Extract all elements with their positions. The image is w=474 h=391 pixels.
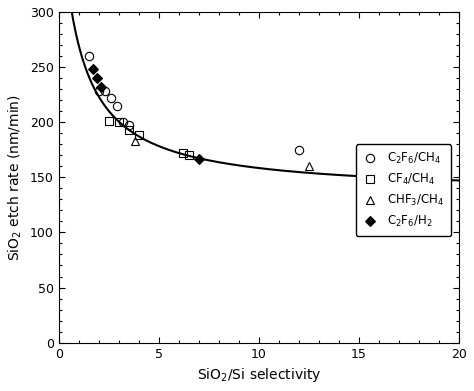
C$_2$F$_6$/CH$_4$: [86, 54, 91, 58]
CF$_4$/CH$_4$: [180, 151, 186, 155]
C$_2$F$_6$/H$_2$: [94, 76, 100, 81]
C$_2$F$_6$/CH$_4$: [108, 95, 114, 100]
C$_2$F$_6$/CH$_4$: [96, 89, 101, 94]
CHF$_3$/CH$_4$: [132, 138, 137, 143]
CF$_4$/CH$_4$: [126, 127, 132, 132]
C$_2$F$_6$/CH$_4$: [114, 103, 119, 108]
Legend: C$_2$F$_6$/CH$_4$, CF$_4$/CH$_4$, CHF$_3$/CH$_4$, C$_2$F$_6$/H$_2$: C$_2$F$_6$/CH$_4$, CF$_4$/CH$_4$, CHF$_3…: [356, 144, 451, 237]
CF$_4$/CH$_4$: [116, 120, 121, 124]
X-axis label: SiO$_2$/Si selectivity: SiO$_2$/Si selectivity: [197, 366, 321, 384]
CF$_4$/CH$_4$: [136, 133, 142, 138]
CF$_4$/CH$_4$: [106, 119, 111, 124]
C$_2$F$_6$/CH$_4$: [296, 147, 302, 152]
C$_2$F$_6$/CH$_4$: [102, 89, 108, 94]
Line: C$_2$F$_6$/CH$_4$: C$_2$F$_6$/CH$_4$: [84, 52, 303, 154]
CF$_4$/CH$_4$: [186, 153, 191, 158]
Y-axis label: SiO$_2$ etch rate (nm/min): SiO$_2$ etch rate (nm/min): [7, 94, 24, 261]
C$_2$F$_6$/H$_2$: [90, 67, 96, 72]
C$_2$F$_6$/H$_2$: [98, 84, 103, 89]
Line: CF$_4$/CH$_4$: CF$_4$/CH$_4$: [105, 117, 193, 160]
Line: C$_2$F$_6$/H$_2$: C$_2$F$_6$/H$_2$: [89, 66, 202, 162]
C$_2$F$_6$/CH$_4$: [126, 123, 132, 128]
Line: CHF$_3$/CH$_4$: CHF$_3$/CH$_4$: [130, 137, 383, 181]
C$_2$F$_6$/CH$_4$: [120, 120, 126, 124]
CHF$_3$/CH$_4$: [376, 175, 382, 179]
CHF$_3$/CH$_4$: [306, 164, 312, 169]
C$_2$F$_6$/H$_2$: [196, 156, 201, 161]
